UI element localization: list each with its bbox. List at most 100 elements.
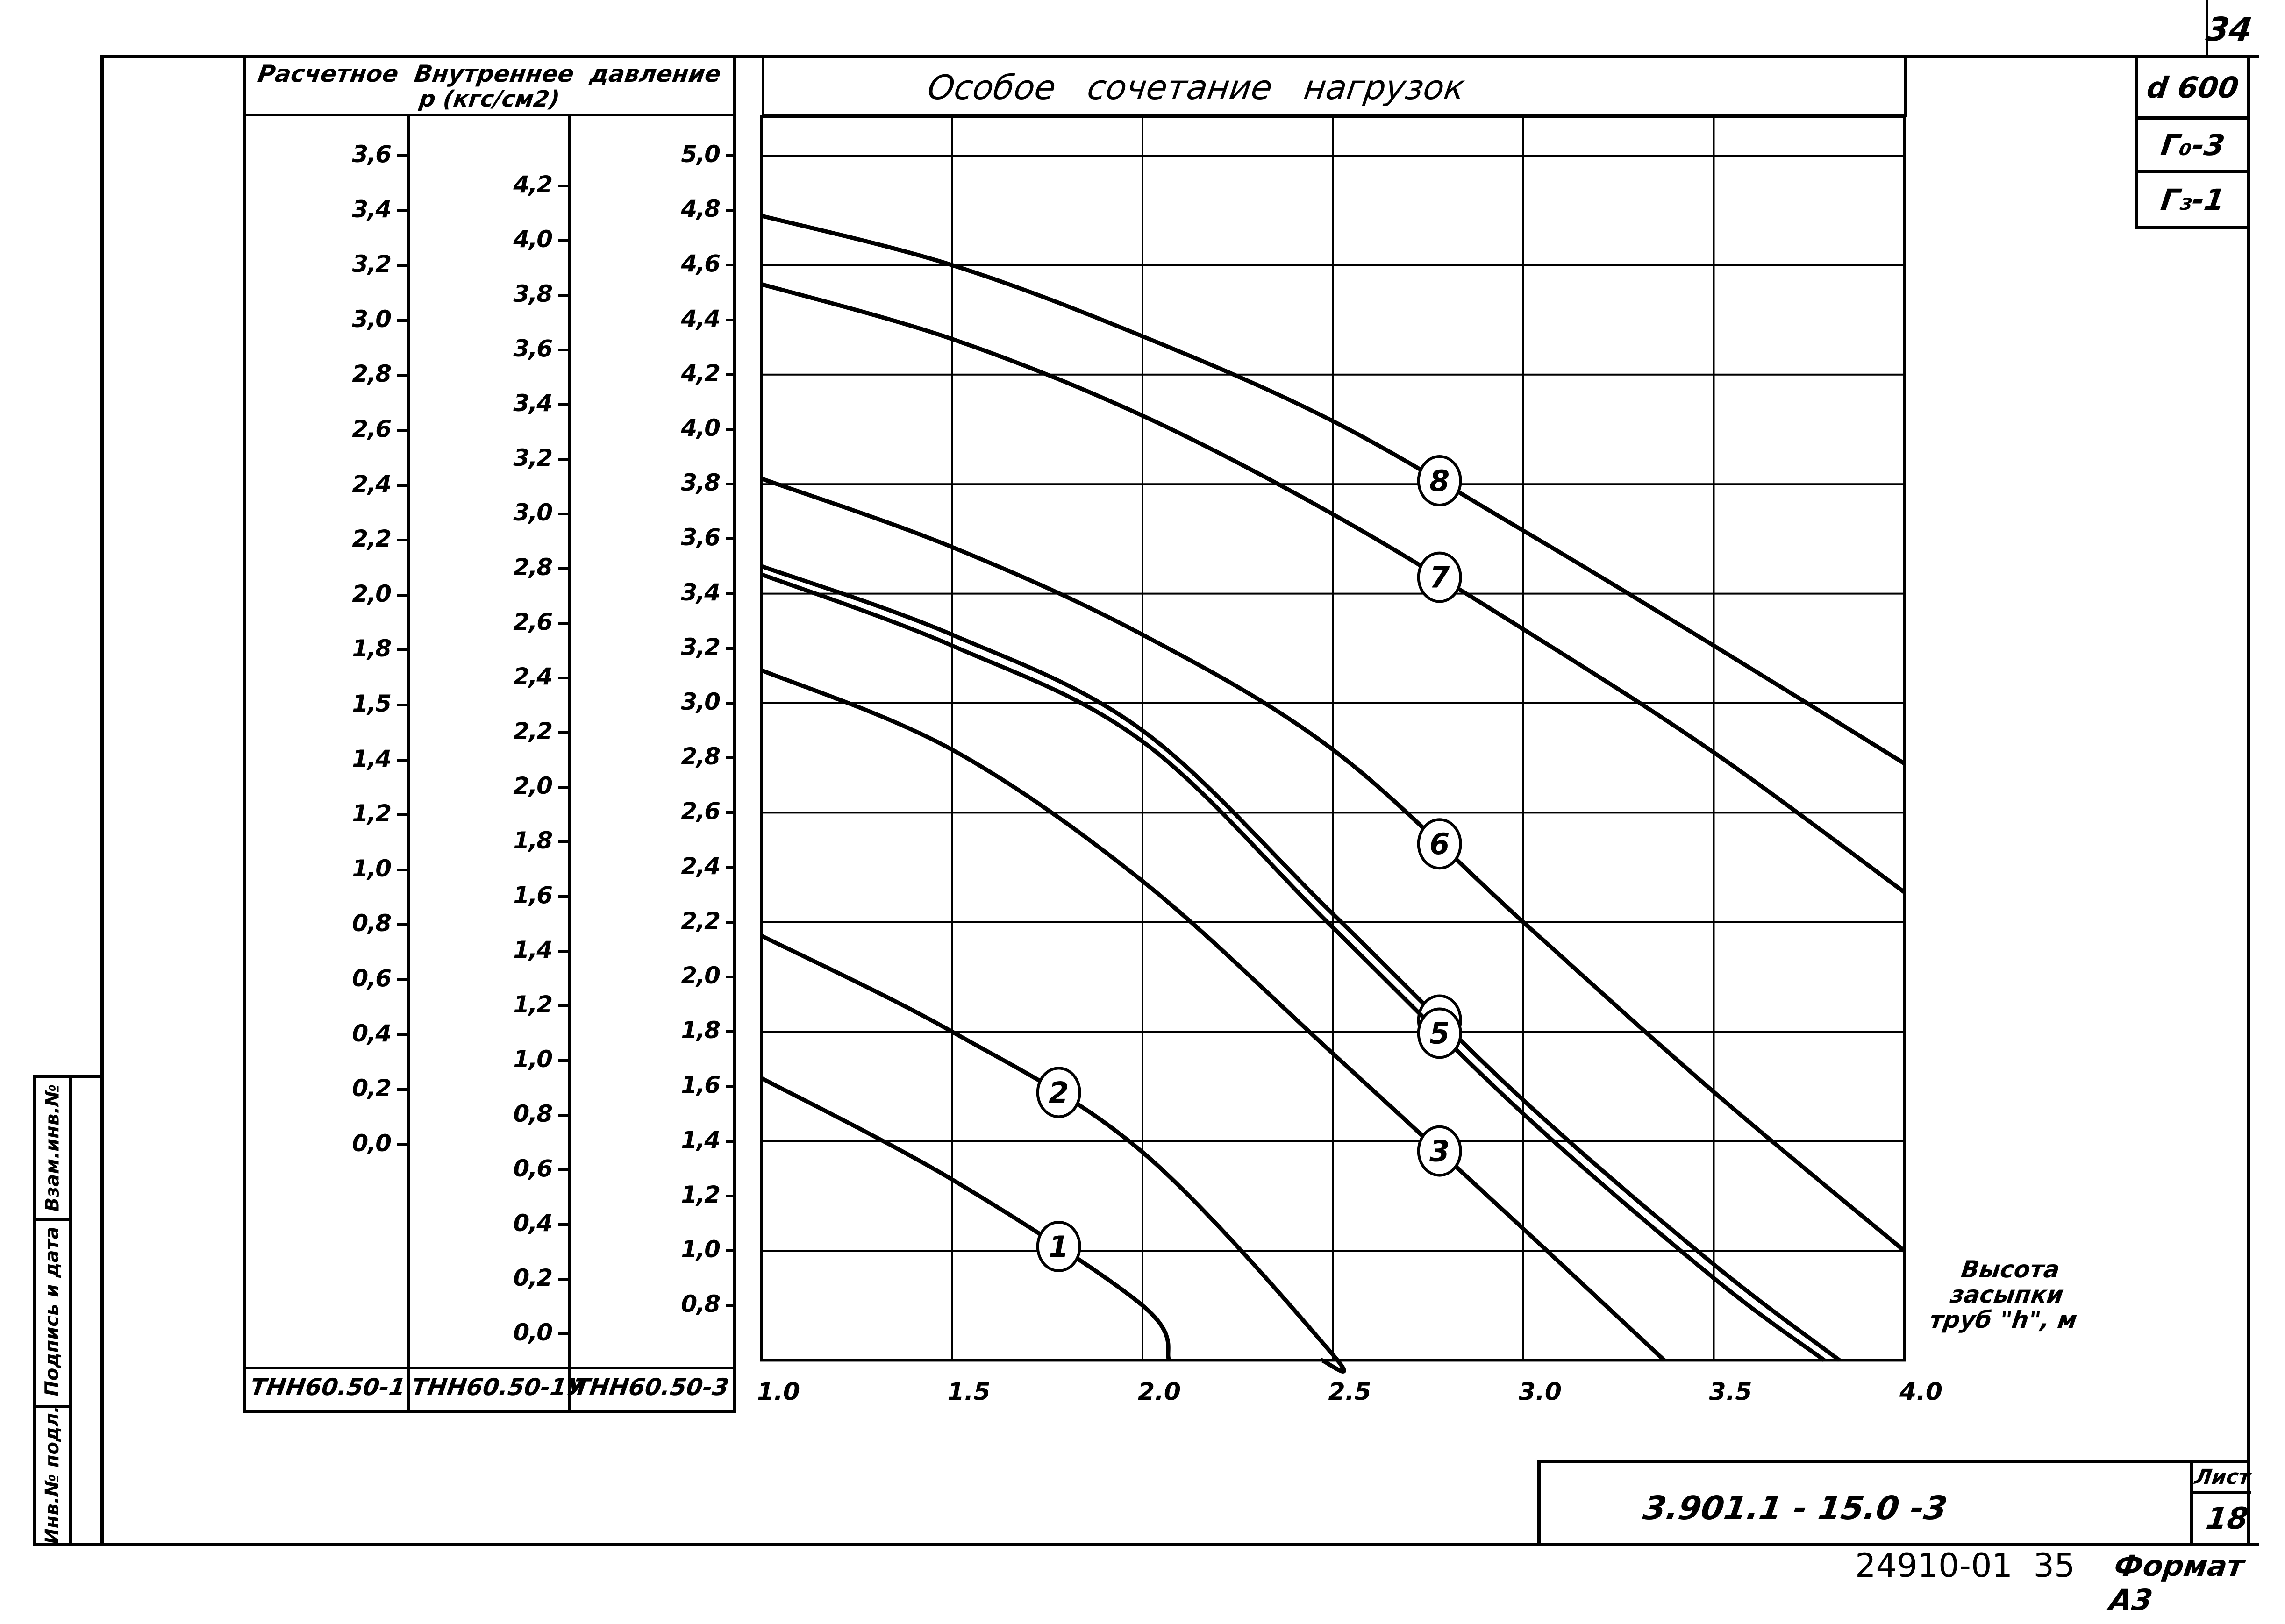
x-axis-title-text: Высота засыпки труб "h", м — [1928, 1256, 2079, 1333]
scale-tick-label: 1,0 — [513, 1046, 553, 1073]
scale-tick — [397, 319, 407, 322]
scale-tick — [558, 786, 568, 789]
scale-tick — [726, 428, 736, 431]
chart-panel: Особое сочетание нагрузок 1.0 1.5 2.0 2.5 3.… — [757, 58, 1942, 1406]
curve-label-5: 5 — [1417, 1007, 1462, 1059]
scale-tick-label: 2,8 — [352, 360, 392, 388]
scale-tick-label: 0,4 — [513, 1210, 553, 1237]
scale-tick-label: 3,0 — [681, 688, 721, 715]
left-stamp-row1: Взам.инв.№ — [36, 1078, 69, 1221]
x-tick-label: 2.0 — [1138, 1378, 1181, 1406]
scale-tick-label: 0,8 — [352, 910, 392, 937]
x-tick-label: 2.5 — [1328, 1378, 1371, 1406]
scale-tick-label: 0,2 — [513, 1264, 553, 1291]
scale-tick-label: 2,0 — [681, 962, 721, 989]
scale-tick — [397, 813, 407, 817]
format-label: Формат А3 — [2107, 1549, 2247, 1617]
scale-tick-label: 3,0 — [352, 305, 392, 333]
scale-tick-label: 4,0 — [513, 226, 553, 253]
scale-tick — [726, 483, 736, 486]
scale-tick — [558, 1059, 568, 1062]
scale-tick — [726, 866, 736, 869]
scale-tick — [726, 318, 736, 321]
curve-2 — [760, 934, 1346, 1374]
scale-tick — [726, 209, 736, 212]
scale-tick-label: 1,2 — [513, 991, 553, 1018]
scale-tick — [397, 374, 407, 377]
scale-tick-label: 0,0 — [352, 1129, 392, 1157]
scale-divider-1 — [407, 114, 410, 1413]
scale-tick — [726, 1304, 736, 1307]
scale-tick — [397, 704, 407, 706]
scale-tick-label: 2,2 — [681, 907, 721, 934]
scale-tick — [726, 920, 736, 924]
scale-tick-label: 0,6 — [352, 965, 392, 992]
scale-tick — [558, 895, 568, 898]
scale-tick-label: 4,4 — [681, 305, 721, 332]
svg-text:1: 1 — [1049, 1230, 1069, 1264]
x-tick-label: 3.0 — [1519, 1378, 1562, 1406]
scale-tick-label: 1,8 — [513, 827, 553, 854]
curve-label-7: 7 — [1417, 551, 1462, 603]
scale-tick-label: 3,8 — [681, 469, 721, 497]
stamp-original-inv: Инв.№ подл. — [42, 1406, 63, 1544]
scale-tick-label: 4,6 — [681, 250, 721, 278]
scale-tick-label: 3,2 — [352, 250, 392, 278]
x-axis-title: Высота засыпки труб "h", м — [1928, 1256, 2084, 1333]
scale-tick — [558, 1114, 568, 1117]
scale-tick — [558, 731, 568, 734]
x-tick-label: 1.0 — [757, 1378, 800, 1406]
pressure-panel: Расчетное Внутреннее давление р (кгс/см2… — [243, 58, 736, 1413]
scale-tick-label: 1,8 — [352, 635, 392, 662]
x-tick-label: 1.5 — [948, 1378, 991, 1406]
scale-tick-label: 5,0 — [681, 141, 721, 168]
x-tick-label: 4.0 — [1899, 1378, 1942, 1406]
stamp-diameter-text: d 600 — [2144, 70, 2241, 105]
sheet-number: 18 — [2204, 1502, 2251, 1536]
scale-tick — [397, 1143, 407, 1146]
scale-tick — [397, 429, 407, 432]
stamp-g3: Г₃-1 — [2135, 171, 2250, 229]
scale-tick — [558, 185, 568, 187]
stamp-g0: Г₀-3 — [2135, 117, 2250, 173]
scale-tick — [558, 1168, 568, 1171]
scale-tick-label: 0,4 — [352, 1019, 392, 1047]
curve-7 — [761, 282, 1906, 894]
curve-4 — [761, 564, 1841, 1362]
scale-tick-label: 1,4 — [681, 1126, 721, 1154]
pressure-header-line2: р (кгс/см2) — [417, 86, 562, 112]
scale-tick-label: 3,6 — [352, 141, 392, 168]
scale-tick — [558, 1223, 568, 1226]
scale-divider-2 — [568, 114, 571, 1413]
scale-tick — [726, 976, 736, 978]
scale-tick — [558, 239, 568, 242]
scale-tick — [397, 154, 407, 157]
scale-tick — [558, 677, 568, 679]
sheet-cell-hdivider — [2190, 1491, 2251, 1494]
scale-tick-label: 2,4 — [681, 852, 721, 880]
scale-tick-label: 2,2 — [513, 718, 553, 745]
scale-tick-label: 3,8 — [513, 280, 553, 307]
doc-code: 3.901.1 - 15.0 -3 — [1641, 1489, 1950, 1527]
scale-tick — [558, 294, 568, 297]
scale-tick-label: 2,8 — [681, 743, 721, 770]
scale-tick-label: 2,8 — [513, 554, 553, 581]
scale-tick — [397, 758, 407, 762]
scale-tick-label: 1,4 — [513, 936, 553, 963]
frame-bottom — [100, 1543, 2259, 1546]
scale-tick-label: 3,6 — [513, 335, 553, 362]
scale-tick-label: 0,0 — [513, 1319, 553, 1346]
scale-tick-label: 1,2 — [681, 1181, 721, 1208]
scale-tick-label: 0,6 — [513, 1155, 553, 1182]
scale-tick-label: 1,6 — [513, 882, 553, 909]
sheet-cell-divider — [2190, 1463, 2193, 1543]
scale-tick — [726, 1085, 736, 1088]
scale-tick-label: 0,8 — [513, 1100, 553, 1127]
scale-tick — [726, 647, 736, 650]
scale-tick-label: 2,0 — [352, 580, 392, 607]
scale-name-2: ТНН60.50-1У — [409, 1374, 587, 1401]
scale-tick-label: 1,6 — [681, 1071, 721, 1099]
scale-tick-label: 1,4 — [352, 745, 392, 772]
scale-tick-label: 4,8 — [681, 195, 721, 223]
scale-tick — [726, 592, 736, 595]
